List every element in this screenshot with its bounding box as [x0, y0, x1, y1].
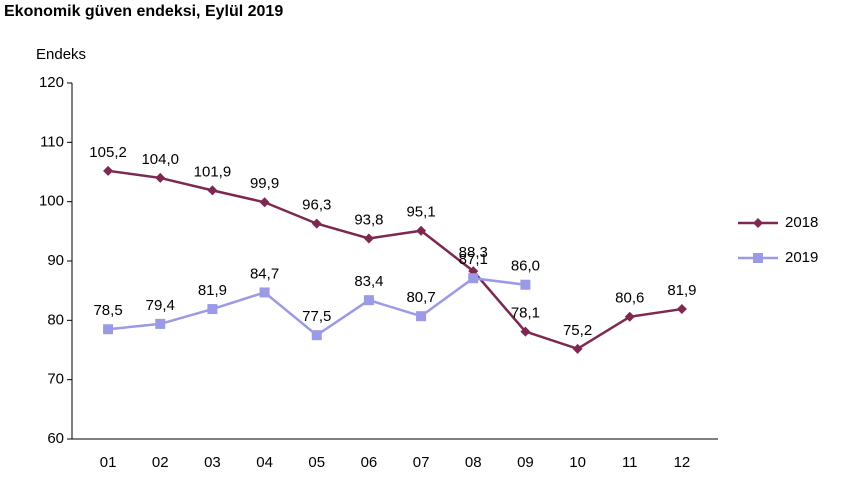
x-tick-label: 10 — [569, 454, 586, 471]
data-label: 81,9 — [198, 282, 227, 299]
y-tick-label: 70 — [47, 371, 64, 388]
data-label: 80,6 — [615, 290, 644, 307]
data-label: 93,8 — [354, 211, 383, 228]
data-label: 104,0 — [141, 151, 179, 168]
y-tick-label: 90 — [47, 252, 64, 269]
data-point — [207, 304, 218, 315]
data-label: 99,9 — [250, 175, 279, 192]
x-tick-label: 04 — [256, 454, 273, 471]
data-point — [259, 197, 270, 208]
x-tick-label: 03 — [204, 454, 221, 471]
data-label: 78,5 — [93, 302, 122, 319]
data-label: 80,7 — [406, 289, 435, 306]
y-tick-label: 110 — [40, 133, 64, 150]
data-label: 84,7 — [250, 265, 279, 282]
data-label: 88,3 — [459, 244, 488, 261]
data-point — [155, 318, 166, 329]
y-axis-label: Endeks — [36, 46, 86, 63]
data-point — [416, 311, 427, 322]
data-point — [624, 311, 635, 322]
legend-label: 2019 — [785, 249, 818, 266]
data-label: 79,4 — [146, 297, 175, 314]
legend-label: 2018 — [785, 214, 818, 231]
legend-marker — [753, 253, 763, 263]
x-tick-label: 07 — [413, 454, 430, 471]
data-point — [311, 218, 322, 229]
data-label: 87,1 — [459, 251, 488, 268]
data-point — [155, 172, 166, 183]
x-tick-label: 06 — [361, 454, 378, 471]
data-point — [416, 225, 427, 236]
data-point — [103, 324, 114, 335]
x-tick-label: 01 — [100, 454, 117, 471]
data-label: 105,2 — [89, 144, 127, 161]
data-label: 86,0 — [511, 258, 540, 275]
data-point — [572, 343, 583, 354]
data-label: 101,9 — [194, 163, 232, 180]
legend-marker — [753, 218, 763, 228]
series-line — [107, 169, 683, 351]
data-label: 75,2 — [563, 322, 592, 339]
data-point — [207, 185, 218, 196]
y-tick-label: 80 — [47, 311, 64, 328]
data-point — [259, 287, 270, 298]
data-point — [520, 279, 531, 290]
chart-title: Ekonomik güven endeksi, Eylül 2019 — [4, 3, 283, 20]
y-tick-label: 120 — [39, 74, 64, 91]
data-point — [103, 165, 114, 176]
data-point — [363, 295, 374, 306]
data-point — [676, 304, 687, 315]
data-point — [363, 233, 374, 244]
data-label: 95,1 — [406, 204, 435, 221]
y-tick-label: 100 — [39, 193, 64, 210]
data-label: 83,4 — [354, 273, 383, 290]
data-label: 78,1 — [511, 305, 540, 322]
data-point — [520, 326, 531, 337]
data-point — [468, 273, 479, 284]
data-point — [311, 330, 322, 341]
data-label: 96,3 — [302, 197, 331, 214]
x-tick-label: 12 — [674, 454, 691, 471]
x-tick-label: 05 — [308, 454, 325, 471]
x-tick-label: 09 — [517, 454, 534, 471]
data-label: 77,5 — [302, 308, 331, 325]
x-tick-label: 11 — [622, 454, 638, 471]
data-label: 81,9 — [667, 282, 696, 299]
y-tick-label: 60 — [47, 430, 64, 447]
x-tick-label: 02 — [152, 454, 169, 471]
x-tick-label: 08 — [465, 454, 482, 471]
